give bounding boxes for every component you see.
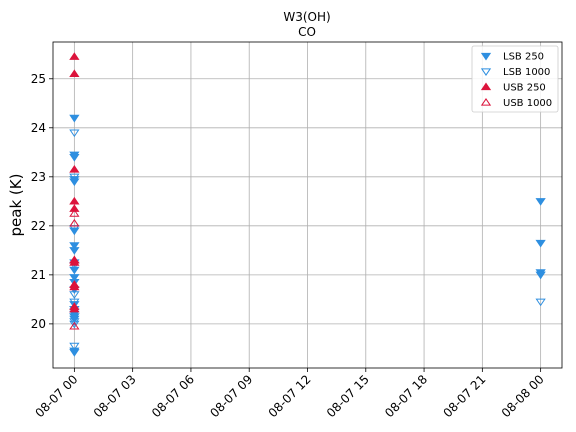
data-point — [69, 154, 80, 162]
y-tick-label: 23 — [31, 170, 46, 184]
legend-label: USB 250 — [503, 83, 546, 94]
legend-label: LSB 1000 — [503, 67, 550, 78]
data-point — [535, 271, 546, 280]
data-point — [69, 298, 80, 307]
data-point — [69, 52, 80, 60]
data-point — [69, 274, 80, 282]
data-point — [69, 318, 80, 326]
data-point — [535, 239, 546, 248]
legend-marker — [480, 98, 492, 106]
chart-title: W3(OH) — [283, 10, 330, 24]
y-axis-label: peak (K) — [7, 174, 25, 237]
data-point — [69, 280, 80, 288]
data-point — [69, 204, 80, 212]
chart-subtitle: CO — [298, 25, 316, 39]
y-tick-label: 24 — [31, 121, 46, 135]
y-tick-label: 21 — [31, 268, 46, 282]
data-point — [69, 320, 80, 329]
data-point — [69, 313, 80, 321]
data-point — [69, 291, 80, 299]
data-points — [69, 52, 546, 357]
data-point — [69, 304, 80, 313]
data-point — [69, 321, 80, 330]
legend-marker — [480, 82, 492, 91]
data-point — [69, 164, 80, 173]
y-tick-label: 25 — [31, 72, 46, 86]
data-point — [69, 196, 80, 205]
legend-label: USB 1000 — [503, 98, 552, 109]
data-point — [69, 129, 80, 138]
y-tick-label: 22 — [31, 219, 46, 233]
data-point — [69, 114, 80, 123]
data-point — [69, 266, 80, 275]
data-point — [69, 255, 80, 264]
data-point — [69, 342, 80, 351]
data-point — [69, 209, 80, 217]
legend-label: LSB 250 — [503, 52, 544, 63]
data-point — [69, 69, 80, 78]
legend-marker — [480, 68, 492, 76]
data-point — [69, 247, 80, 255]
legend-box — [471, 45, 559, 113]
data-point — [535, 298, 546, 307]
data-point — [69, 242, 80, 250]
data-point — [69, 173, 80, 182]
y-tick-label: 20 — [31, 317, 46, 331]
data-point — [535, 198, 546, 206]
data-point — [69, 178, 80, 187]
y-axis: 20 21 22 23 24 25 — [31, 72, 53, 331]
data-point — [69, 258, 80, 266]
data-point — [69, 282, 80, 291]
data-point — [69, 218, 80, 227]
legend: LSB 250 LSB 1000 USB 250 USB 1000 — [471, 45, 559, 113]
legend-marker — [480, 52, 492, 61]
